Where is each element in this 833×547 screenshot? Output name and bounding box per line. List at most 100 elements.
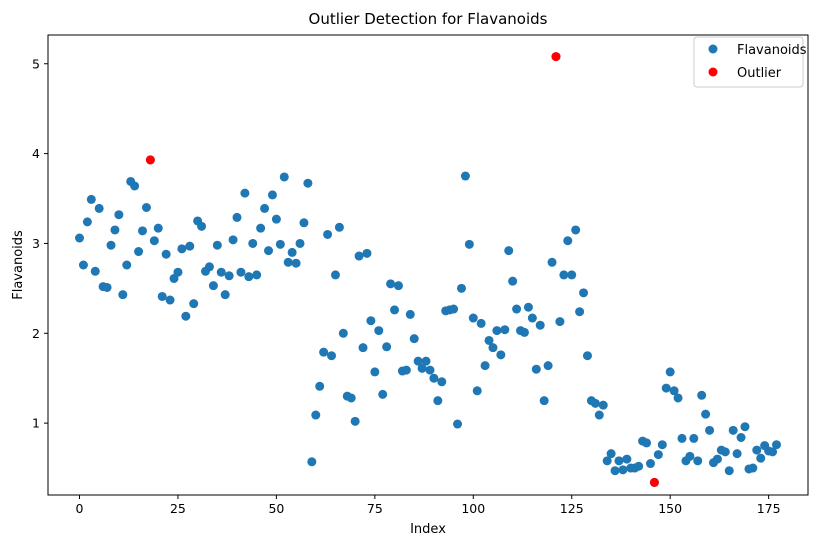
- data-point: [736, 433, 746, 442]
- data-point: [496, 350, 506, 360]
- data-point: [768, 447, 778, 457]
- data-point: [173, 267, 183, 277]
- data-point: [260, 203, 270, 213]
- data-point: [401, 365, 411, 375]
- data-point: [531, 364, 541, 374]
- data-point: [86, 194, 96, 204]
- chart-title: Outlier Detection for Flavanoids: [309, 10, 548, 28]
- data-point: [590, 398, 600, 408]
- data-point: [185, 241, 195, 251]
- data-point: [622, 454, 632, 464]
- data-point: [75, 233, 85, 243]
- data-point: [433, 396, 443, 406]
- data-point: [208, 281, 218, 291]
- data-point: [500, 325, 510, 335]
- data-point: [264, 246, 274, 256]
- legend-label-outlier: Outlier: [737, 66, 782, 81]
- data-point: [724, 466, 734, 476]
- data-point: [460, 171, 470, 181]
- data-point: [519, 327, 529, 337]
- data-point: [453, 419, 463, 429]
- data-point: [315, 381, 325, 391]
- y-tick-label: 2: [32, 326, 40, 341]
- data-point: [122, 260, 132, 270]
- data-point: [697, 390, 707, 400]
- data-point: [492, 326, 502, 336]
- y-tick-label: 1: [32, 416, 40, 431]
- data-point: [756, 453, 766, 463]
- legend: Flavanoids Outlier: [693, 36, 807, 88]
- data-point: [370, 367, 380, 377]
- y-tick-label: 4: [32, 146, 40, 161]
- data-point: [598, 400, 608, 410]
- data-point: [153, 223, 163, 233]
- data-point: [567, 270, 577, 280]
- data-point: [330, 270, 340, 280]
- data-point: [488, 343, 498, 353]
- data-point: [82, 217, 92, 227]
- data-point: [189, 299, 199, 309]
- plot-area-frame: [47, 34, 809, 496]
- data-point: [740, 422, 750, 432]
- data-point: [311, 410, 321, 420]
- data-point: [559, 270, 569, 280]
- data-point: [271, 214, 281, 224]
- data-point: [275, 239, 285, 249]
- y-axis-label: Flavanoids: [11, 230, 26, 300]
- data-point: [110, 225, 120, 235]
- data-point: [102, 282, 112, 292]
- data-point: [134, 247, 144, 257]
- data-point: [661, 383, 671, 393]
- data-point: [523, 302, 533, 312]
- data-point: [240, 188, 250, 198]
- data-point: [197, 221, 207, 231]
- data-point: [346, 393, 356, 403]
- data-point: [393, 281, 403, 291]
- data-point: [413, 356, 423, 366]
- data-point: [449, 304, 459, 314]
- data-point: [752, 445, 762, 455]
- data-point: [291, 258, 301, 268]
- data-point: [456, 283, 466, 293]
- data-point: [712, 454, 722, 464]
- outlier-point: [551, 52, 561, 62]
- data-point: [141, 203, 151, 212]
- x-tick-label: 25: [170, 501, 186, 516]
- x-tick-label: 175: [757, 501, 781, 516]
- outlier-point: [649, 477, 659, 487]
- data-point: [362, 248, 372, 258]
- data-point: [421, 356, 431, 366]
- data-point: [606, 449, 616, 459]
- data-point: [480, 361, 490, 371]
- data-point: [334, 222, 344, 232]
- data-point: [130, 181, 140, 191]
- data-point: [181, 311, 191, 321]
- data-point: [476, 318, 486, 328]
- data-point: [701, 409, 711, 419]
- data-point: [429, 373, 439, 383]
- data-point: [665, 367, 675, 377]
- data-point: [350, 416, 360, 426]
- data-point: [338, 328, 348, 338]
- data-point: [157, 291, 167, 301]
- y-tick-label: 3: [32, 236, 40, 251]
- data-point: [252, 270, 262, 280]
- data-point: [705, 425, 715, 435]
- data-point: [563, 236, 573, 246]
- data-point: [220, 290, 230, 300]
- data-point: [484, 335, 494, 345]
- data-point: [571, 225, 581, 235]
- data-point: [405, 309, 415, 319]
- data-point: [512, 304, 522, 314]
- data-point: [161, 249, 171, 259]
- data-point: [149, 236, 159, 246]
- data-point: [358, 343, 368, 353]
- data-point: [165, 295, 175, 305]
- x-axis: 0 25 50 75 100 125 150 175: [76, 495, 781, 516]
- data-point: [543, 361, 553, 371]
- data-point: [677, 433, 687, 443]
- data-point: [78, 260, 88, 270]
- data-point: [90, 266, 100, 276]
- points-layer: [75, 52, 781, 487]
